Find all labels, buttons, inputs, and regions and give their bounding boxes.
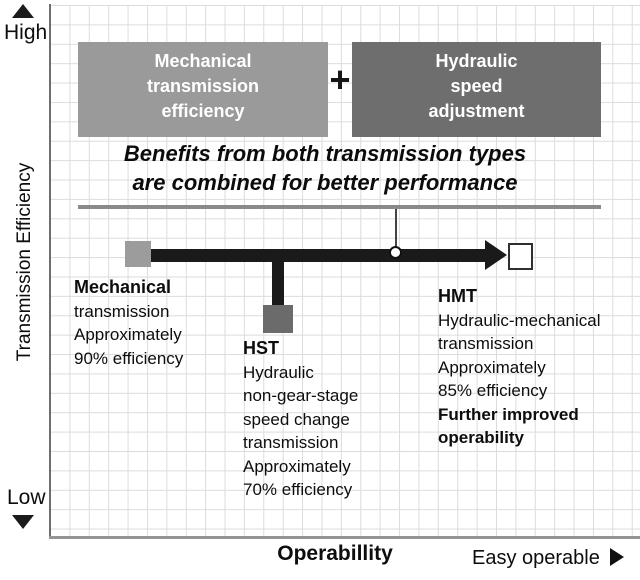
hst-drop-bar — [272, 255, 284, 307]
annotation-line: 70% efficiency — [243, 480, 353, 499]
y-axis-line — [49, 4, 51, 537]
annotation-line: 85% efficiency — [438, 381, 548, 400]
triangle-right-icon — [609, 548, 624, 566]
y-axis-title: Transmission Efficiency — [14, 162, 35, 362]
box-line: transmission — [146, 76, 260, 96]
hst-annotation-title: HST — [243, 338, 279, 358]
mechanical-marker-square — [125, 241, 151, 267]
annotation-line: non-gear-stage — [243, 386, 359, 405]
banner-line-2: are combined for better performance — [132, 170, 518, 195]
annotation-line: 90% efficiency — [74, 348, 184, 368]
annotation-line: transmission — [74, 301, 170, 321]
mechanical-annotation: Mechanical transmission Approximately 90… — [74, 276, 183, 370]
triangle-up-icon — [12, 4, 34, 18]
divider-line — [78, 205, 601, 209]
mechanical-annotation-title: Mechanical — [74, 277, 172, 297]
x-axis-right-label: Easy operable — [472, 547, 624, 570]
annotation-line: Approximately — [438, 357, 546, 377]
annotation-line: Hydraulic — [243, 362, 314, 382]
hmt-marker-square — [508, 243, 533, 270]
benefits-banner: Benefits from both transmission types ar… — [35, 139, 615, 197]
annotation-line: Approximately — [74, 325, 182, 344]
annotation-line: speed change — [243, 409, 350, 429]
hmt-drop-line — [395, 209, 397, 248]
annotation-line: transmission — [243, 433, 339, 452]
annotation-line: Approximately — [243, 456, 351, 476]
annotation-line: Hydraulic-mechanical — [438, 310, 601, 330]
hmt-annotation-title: HMT — [438, 286, 477, 306]
hmt-marker-circle — [389, 246, 402, 259]
x-axis-line — [49, 536, 640, 539]
y-axis-low-label: Low — [7, 486, 46, 509]
flow-arrow-bar — [148, 249, 485, 262]
hmt-emphasis-line: Further improved — [438, 404, 579, 424]
triangle-down-icon — [12, 515, 34, 529]
y-axis-high-label: High — [4, 21, 48, 44]
hydraulic-adjustment-box: Hydraulic speed adjustment — [352, 42, 601, 137]
mechanical-efficiency-box: Mechanical transmission efficiency — [78, 42, 328, 137]
hst-marker-square — [263, 305, 293, 333]
banner-line-1: Benefits from both transmission types — [123, 141, 527, 166]
hmt-emphasis-line: operability — [438, 428, 524, 447]
x-axis-title: Operabillity — [277, 542, 393, 565]
box-line: speed — [450, 76, 503, 96]
hst-annotation: HST Hydraulic non-gear-stage speed chang… — [243, 337, 358, 502]
flow-arrow-head-icon — [485, 240, 507, 270]
box-line: efficiency — [161, 101, 245, 121]
box-line: Mechanical — [154, 51, 252, 71]
box-line: Hydraulic — [435, 51, 518, 71]
easy-operable-text: Easy operable — [472, 547, 600, 569]
box-line: adjustment — [428, 101, 525, 121]
hmt-annotation: HMT Hydraulic-mechanical transmission Ap… — [438, 285, 601, 450]
annotation-line: transmission — [438, 334, 534, 353]
plus-sign: + — [329, 59, 351, 100]
